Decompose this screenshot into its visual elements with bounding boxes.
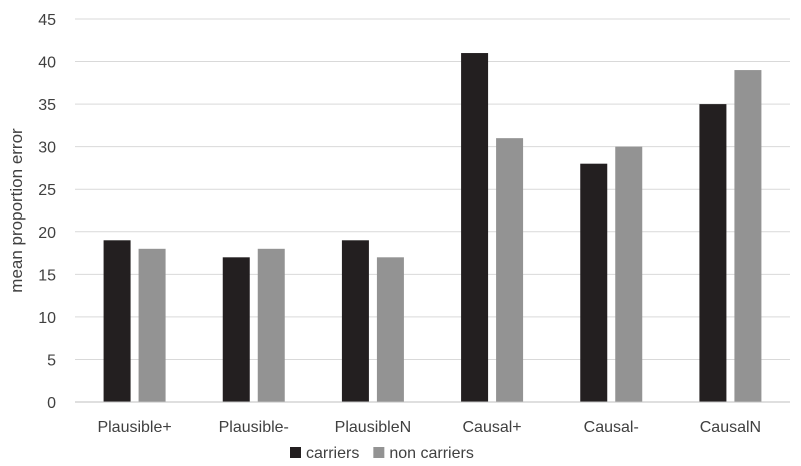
bar-non-carriers-4: [615, 146, 643, 402]
y-axis-title: mean proportion error: [7, 128, 26, 293]
y-axis-ticks: 0 5 10 15 20 25 30 35 40 45: [38, 12, 56, 412]
y-tick-label: 45: [38, 12, 56, 29]
bar-non-carriers-2: [376, 257, 404, 402]
bar-non-carriers-0: [138, 248, 166, 402]
y-tick-label: 35: [38, 97, 56, 114]
bar-non-carriers-3: [496, 138, 524, 402]
y-tick-label: 30: [38, 140, 56, 157]
x-tick-label: Plausible-: [219, 419, 289, 436]
x-tick-label: Causal+: [463, 419, 522, 436]
y-tick-label: 5: [47, 352, 56, 369]
y-tick-label: 25: [38, 182, 56, 199]
legend: carriers non carriers: [290, 445, 474, 462]
bar-carriers-5: [699, 104, 727, 402]
bar-non-carriers-1: [257, 248, 285, 402]
y-tick-label: 40: [38, 55, 56, 72]
legend-label: non carriers: [389, 445, 473, 462]
bar-carriers-1: [222, 257, 250, 402]
x-tick-label: Causal-: [584, 419, 639, 436]
legend-label: carriers: [306, 445, 359, 462]
y-tick-label: 0: [47, 395, 56, 412]
bar-carriers-3: [461, 53, 489, 403]
bar-carriers-2: [341, 240, 369, 402]
bar-non-carriers-5: [734, 70, 762, 403]
y-tick-label: 15: [38, 267, 56, 284]
legend-swatch-carriers: [290, 447, 301, 458]
x-tick-label: Plausible+: [97, 419, 171, 436]
x-axis-ticks: Plausible+ Plausible- PlausibleN Causal+ Cau…: [97, 419, 761, 436]
y-tick-label: 20: [38, 225, 56, 242]
bar-carriers-0: [103, 240, 131, 402]
bar-carriers-4: [580, 163, 608, 402]
x-tick-label: PlausibleN: [335, 419, 411, 436]
y-tick-label: 10: [38, 310, 56, 327]
gridlines: [75, 18, 790, 360]
x-tick-label: CausalN: [700, 419, 761, 436]
legend-swatch-non-carriers: [373, 447, 385, 458]
bars: [103, 53, 762, 403]
